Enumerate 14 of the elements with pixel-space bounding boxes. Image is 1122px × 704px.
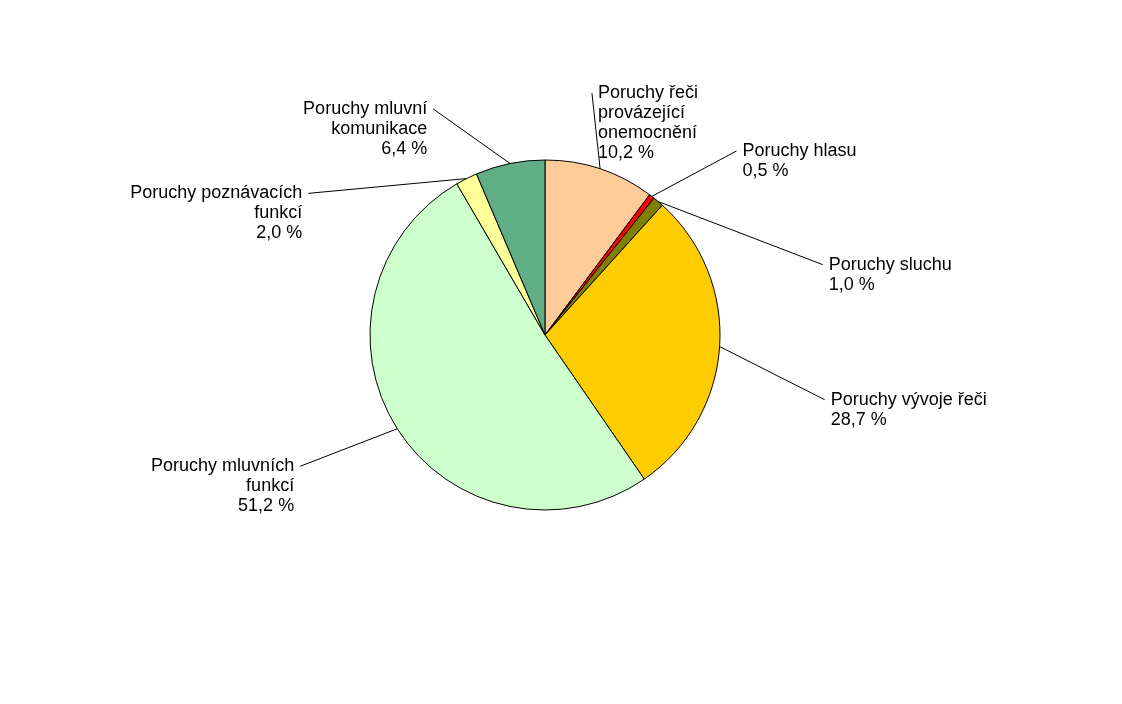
data-label: 51,2 % (238, 495, 295, 516)
data-label: 2,0 % (256, 222, 303, 243)
slice-label: Poruchy řeči provázející onemocnění (597, 82, 699, 143)
data-label: 0,5 % (742, 160, 789, 180)
slice-label: Poruchy mluvní komunikace (303, 97, 428, 138)
data-label: 6,4 % (381, 137, 428, 158)
slice-label: Poruchy vývoje řeči (830, 388, 987, 409)
data-label: 10,2 % (597, 142, 655, 163)
slice-label: Poruchy hlasu (742, 140, 857, 160)
slice-label: Poruchy mluvních funkcí (151, 455, 295, 496)
data-label: 28,7 % (830, 408, 887, 429)
data-label: 1,0 % (828, 273, 875, 294)
slice-label: Poruchy sluchu (828, 253, 952, 274)
slice-label: Poruchy poznávacích funkcí (130, 182, 303, 223)
